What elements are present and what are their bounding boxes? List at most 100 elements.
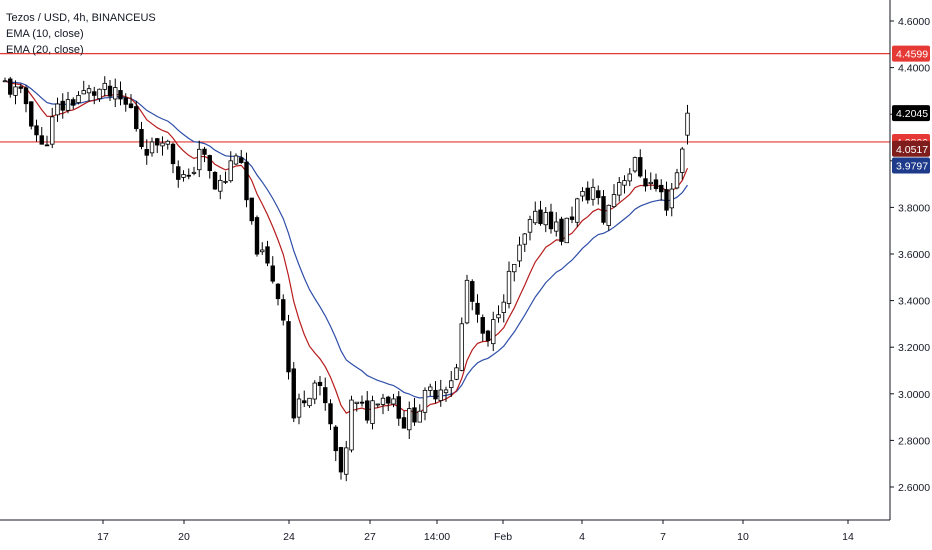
candle-body [286,321,291,373]
candle-body [375,403,380,406]
candle-body [113,87,118,100]
candle-body [380,397,386,405]
legend-ema10[interactable]: EMA (10, close) [6,28,84,40]
candle [312,380,317,405]
candle [622,175,627,194]
candle [165,139,170,150]
candle [291,362,296,423]
candle-body [97,88,102,100]
candle-body [76,95,81,103]
candle [275,283,281,306]
candle [102,76,107,97]
candle [134,100,139,132]
candle [470,279,475,311]
candle-body [601,196,606,223]
candle-body [265,246,270,264]
candle-body [291,368,296,419]
candle-body [155,138,160,146]
candle-body [170,143,176,165]
price-axis[interactable]: 4.60004.40004.20004.00003.80003.60003.40… [889,0,930,520]
candle [522,232,527,252]
legend-symbol[interactable]: Tezos / USD, 4h, BINANCEUS [6,12,156,24]
y-tick-label: 3.2000 [898,342,930,354]
candle-body [659,184,664,193]
candle-body [218,179,223,192]
price-tag-bg [892,157,930,174]
candle-body [207,155,212,172]
x-tick-label: 24 [283,531,295,543]
candle-body [181,174,186,178]
candle [517,236,522,268]
candle-body [34,125,39,136]
candle-body [123,97,128,105]
candle [223,171,228,184]
y-tick-label: 3.8000 [898,202,930,214]
candle-body [344,447,349,475]
candle-body [412,407,417,423]
candle [674,168,680,190]
candle [13,80,18,105]
candle [50,107,55,149]
x-tick-label: 17 [97,531,109,543]
candle-body [386,396,391,404]
candle [39,126,44,145]
candle-body [354,401,359,404]
candle [44,135,50,147]
candle [370,395,375,430]
candle [575,197,580,228]
candle-body [685,112,690,136]
candle [344,440,349,482]
price-tag-line: 4.4599 [892,45,930,62]
candle [512,263,517,282]
candle [585,181,590,204]
candle [554,212,559,237]
candle-body [197,148,202,171]
candle-body [590,186,596,200]
candle [454,363,459,381]
candle [202,146,207,163]
candle-body [470,281,475,302]
candle [191,166,197,176]
candle-body [275,283,281,300]
y-tick-label: 3.4000 [898,296,930,308]
time-axis[interactable]: 17 20 24 27 14:00 Feb 4 7 10 14 [0,519,890,543]
candle-body [632,157,638,172]
candle [386,395,391,411]
candle [244,152,249,208]
candle-body [65,99,71,111]
candle [317,376,323,396]
candle [564,217,569,244]
candle-body [449,380,454,388]
candle [407,401,412,440]
candle-body [596,190,601,199]
candle [186,168,191,180]
candle-body [176,166,181,180]
candle-body [506,270,512,304]
candle-body [627,173,632,182]
candle-body [55,103,60,116]
candle [92,86,97,105]
candle [212,171,218,190]
candle [239,149,244,164]
legend-ema20[interactable]: EMA (20, close) [6,44,84,56]
candle [139,121,144,150]
candle [627,168,632,187]
candle [270,256,275,284]
candle-body [564,217,569,244]
candle [596,185,601,205]
candle [533,201,538,226]
candle-body [433,389,438,400]
candle-body [254,217,260,255]
candle [590,178,596,206]
candle-body [202,148,207,155]
x-tick-label: 20 [178,531,190,543]
candle [417,404,422,423]
candle [443,386,449,402]
candle [569,206,575,224]
candle-body [323,387,328,404]
candle-body [39,135,44,145]
candle [380,393,386,415]
candle-body [212,171,218,190]
candle-body [102,82,107,90]
